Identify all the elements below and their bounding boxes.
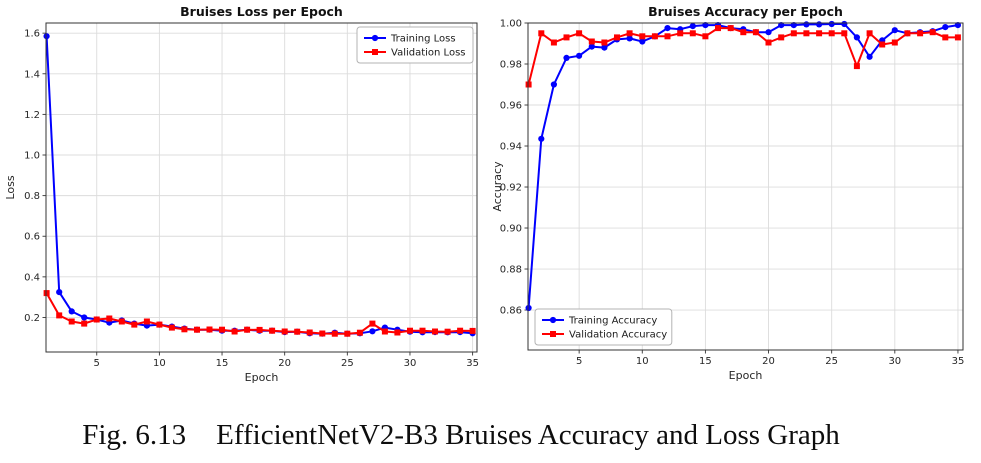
legend-item-validation-accuracy: Validation Accuracy	[542, 330, 667, 341]
loss-chart: 5 10 15 20 25 30 35 0.2 0.4 0.6 0.8 1.0 1.2 1.4 1.6 Bru…	[0, 0, 490, 395]
x-axis-label: Epoch	[729, 369, 763, 382]
legend-box	[356, 26, 474, 64]
figure-caption: Fig. 6.13 EfficientNetV2-B3 Bruises Accur…	[0, 419, 922, 452]
y-axis-tick-labels: 0.2 0.4 0.6 0.8 1.0 1.2 1.4 1.6	[24, 29, 40, 324]
x-axis-label: Epoch	[245, 371, 279, 384]
chart-title: Bruises Loss per Epoch	[180, 4, 343, 19]
y-axis-tick-labels: 0.86 0.88 0.90 0.92 0.94 0.96 0.98 1.00	[500, 19, 522, 317]
legend: Training Loss Validation Loss	[356, 26, 474, 64]
figure-caption-text: EfficientNetV2-B3 Bruises Accuracy and L…	[216, 419, 840, 451]
svg-text:0.88: 0.88	[500, 265, 522, 276]
svg-text:1.4: 1.4	[24, 69, 40, 80]
svg-text:35: 35	[466, 358, 479, 369]
svg-text:5: 5	[94, 358, 100, 369]
svg-text:25: 25	[825, 356, 838, 367]
legend-item-training-accuracy: Training Accuracy	[542, 316, 657, 327]
y-axis-label: Loss	[4, 175, 17, 199]
legend-label: Training Accuracy	[568, 316, 657, 327]
tick-marks	[42, 32, 474, 356]
svg-text:0.6: 0.6	[24, 232, 40, 243]
svg-text:30: 30	[888, 356, 901, 367]
svg-text:0.92: 0.92	[500, 183, 522, 194]
legend-label: Validation Loss	[391, 48, 466, 59]
plot-border	[527, 22, 964, 351]
legend-label: Training Loss	[390, 34, 456, 45]
svg-text:0.94: 0.94	[500, 142, 522, 153]
svg-text:30: 30	[404, 358, 417, 369]
svg-text:35: 35	[952, 356, 965, 367]
plot-border	[45, 22, 478, 353]
chart-title: Bruises Accuracy per Epoch	[648, 4, 843, 19]
legend: Training Accuracy Validation Accuracy	[534, 308, 673, 346]
legend-item-validation-loss: Validation Loss	[364, 48, 466, 59]
validation-loss-markers	[43, 290, 476, 337]
svg-text:0.90: 0.90	[500, 224, 522, 235]
svg-text:25: 25	[341, 358, 354, 369]
svg-text:15: 15	[216, 358, 229, 369]
svg-text:20: 20	[278, 358, 291, 369]
svg-text:10: 10	[636, 356, 649, 367]
x-axis-tick-labels: 5 10 15 20 25 30 35	[94, 358, 479, 369]
figure-caption-label: Fig. 6.13	[82, 419, 187, 451]
svg-text:1.6: 1.6	[24, 29, 40, 40]
loss-chart-figure: 5 10 15 20 25 30 35 0.2 0.4 0.6 0.8 1.0 1.2 1.4 1.6 Bru…	[0, 0, 490, 395]
legend-item-training-loss: Training Loss	[364, 34, 456, 45]
legend-label: Validation Accuracy	[569, 330, 667, 341]
svg-text:0.86: 0.86	[500, 306, 522, 317]
charts-row: 5 10 15 20 25 30 35 0.2 0.4 0.6 0.8 1.0 1.2 1.4 1.6 Bru…	[0, 0, 981, 395]
training-accuracy-markers	[525, 20, 961, 312]
svg-text:1.0: 1.0	[24, 151, 40, 162]
svg-text:1.2: 1.2	[24, 110, 40, 121]
y-axis-label: Accuracy	[491, 161, 504, 212]
svg-text:5: 5	[576, 356, 582, 367]
svg-text:1.00: 1.00	[500, 19, 522, 30]
tick-marks	[524, 22, 959, 354]
svg-text:0.8: 0.8	[24, 191, 40, 202]
svg-text:0.98: 0.98	[500, 60, 522, 71]
validation-accuracy-markers	[525, 25, 961, 88]
svg-text:0.96: 0.96	[500, 101, 522, 112]
grid-lines	[46, 23, 477, 352]
svg-text:10: 10	[153, 358, 166, 369]
svg-text:0.2: 0.2	[24, 313, 40, 324]
legend-box	[534, 308, 673, 346]
x-axis-tick-labels: 5 10 15 20 25 30 35	[576, 356, 964, 367]
svg-text:15: 15	[699, 356, 712, 367]
accuracy-chart-figure: 5 10 15 20 25 30 35 0.86 0.88 0.90 0.92 0.94 0.96 0.9…	[490, 0, 981, 395]
svg-text:0.4: 0.4	[24, 272, 40, 283]
svg-text:20: 20	[762, 356, 775, 367]
accuracy-chart: 5 10 15 20 25 30 35 0.86 0.88 0.90 0.92 0.94 0.96 0.9…	[490, 0, 981, 395]
